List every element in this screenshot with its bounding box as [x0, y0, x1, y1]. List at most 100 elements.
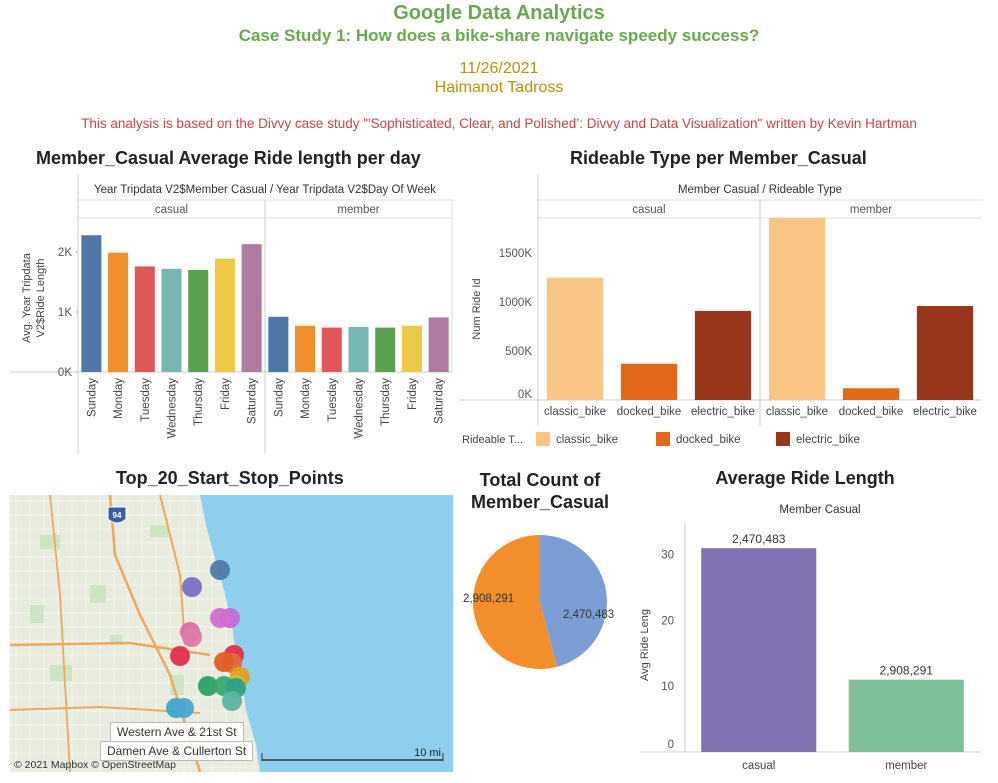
x-tick-label: Thursday — [193, 378, 205, 426]
bar-member-thursday — [375, 327, 396, 372]
legend-label-docked_bike: docked_bike — [676, 434, 741, 446]
x-tick-label: classic_bike — [544, 406, 606, 418]
x-tick-label: casual — [742, 760, 775, 772]
x-tick-label: Friday — [407, 378, 419, 410]
chart-avg-ride-length-title: Average Ride Length — [715, 468, 895, 488]
station-point — [210, 608, 230, 628]
pie-label-casual: 2,470,483 — [563, 609, 614, 621]
bar-member-electric_bike — [916, 306, 974, 400]
x-tick-label: Sunday — [86, 378, 98, 417]
map-park — [110, 635, 122, 645]
map-park — [90, 585, 106, 603]
station-point — [198, 676, 218, 696]
bar-casual-monday — [108, 252, 129, 372]
y-tick-label: 1000K — [499, 297, 533, 309]
y-tick-label: 10 — [661, 681, 674, 693]
pie-label-member: 2,908,291 — [463, 593, 514, 605]
legend-title: Rideable T... — [462, 434, 523, 446]
station-point — [174, 698, 194, 718]
map-highway — [159, 495, 186, 646]
x-tick-label: docked_bike — [617, 406, 682, 418]
bar-member-friday — [401, 325, 422, 372]
y-tick-label: 1K — [58, 307, 72, 319]
bar-casual-classic_bike — [546, 277, 604, 400]
map-water — [200, 495, 453, 772]
map-label-western: Western Ave & 21st St — [110, 722, 244, 742]
map-park — [30, 605, 44, 623]
bar-member-wednesday — [348, 327, 369, 372]
bar-casual-sunday — [81, 235, 102, 372]
y-axis-label: Num Ride Id — [471, 278, 483, 339]
interstate-number: 94 — [113, 511, 122, 520]
map-attribution: © 2021 Mapbox © OpenStreetMap — [14, 759, 176, 771]
station-point — [210, 560, 230, 580]
report-date: 11/26/2021 — [459, 60, 539, 77]
map-label-damen: Damen Ave & Cullerton St — [100, 741, 254, 761]
group-label-member: member — [850, 204, 892, 216]
y-tick-label: 500K — [505, 346, 532, 358]
x-tick-label: member — [885, 760, 927, 772]
bar-member-classic_bike — [768, 217, 826, 400]
x-tick-label: Saturday — [247, 378, 259, 424]
legend-swatch-classic_bike — [536, 432, 550, 446]
bar-casual-wednesday — [161, 268, 182, 372]
x-tick-label: Tuesday — [140, 378, 152, 422]
bar-member-monday — [295, 325, 316, 372]
chart-rideable-type: Member Casual / Rideable Type casual membe… — [460, 174, 982, 446]
map-park — [150, 525, 168, 537]
pie-slice-member — [473, 535, 557, 669]
chart-total-count-pie: 2,908,291 2,470,483 — [463, 535, 614, 669]
pie-title-line1: Total Count of — [479, 470, 601, 490]
y-tick-label: 2K — [58, 247, 72, 259]
pie-title-line2: Member_Casual — [470, 492, 610, 512]
y-tick-label: 0K — [518, 389, 532, 401]
y-tick-label: 20 — [661, 615, 674, 627]
x-tick-label: Thursday — [380, 378, 392, 426]
x-tick-label: Friday — [220, 378, 232, 410]
x-tick-label: Wednesday — [354, 378, 366, 439]
y-axis-label-1: Avg. Year Tripdata — [21, 252, 33, 343]
legend-label-classic_bike: classic_bike — [556, 434, 618, 446]
bar-casual-saturday — [241, 244, 262, 372]
group-label-member: member — [337, 204, 379, 216]
y-axis-label-2: V2$Ride Length — [35, 259, 47, 338]
map-title: Top_20_Start_Stop_Points — [116, 468, 344, 488]
map-highway — [49, 495, 71, 772]
bar-member-saturday — [428, 317, 449, 372]
dashboard-subtitle: Case Study 1: How does a bike-share navi… — [238, 26, 760, 45]
station-point — [182, 627, 202, 647]
y-tick-label: 0 — [668, 739, 674, 751]
author-name: Haimanot Tadross — [434, 79, 564, 96]
y-axis-label: Avg Ride Leng — [639, 609, 651, 681]
x-tick-label: Tuesday — [327, 378, 339, 422]
x-tick-label: electric_bike — [691, 406, 755, 418]
x-tick-label: Saturday — [434, 378, 446, 424]
y-tick-label: 30 — [661, 550, 674, 562]
pie-slice-casual — [540, 535, 607, 667]
legend-label-electric_bike: electric_bike — [796, 434, 860, 446]
station-point — [170, 646, 190, 666]
bar-member-docked_bike — [842, 388, 900, 400]
interstate-shield-icon — [107, 506, 127, 524]
station-point — [214, 652, 234, 672]
bar-member — [848, 679, 964, 752]
bar-casual-thursday — [188, 270, 209, 372]
x-tick-label: Wednesday — [167, 378, 179, 439]
start-stop-map[interactable]: 94 10 mi © 2021 Mapbox © OpenStreetMap — [10, 495, 453, 772]
bar-member-sunday — [268, 316, 289, 372]
x-tick-label: Monday — [113, 378, 125, 419]
group-label-casual: casual — [155, 204, 188, 216]
chart-header: Member Casual — [779, 504, 860, 516]
group-label-casual: casual — [632, 204, 665, 216]
x-tick-label: docked_bike — [839, 406, 904, 418]
y-tick-label: 0K — [58, 367, 72, 379]
x-tick-label: classic_bike — [766, 406, 828, 418]
source-note: This analysis is based on the Divvy case… — [81, 116, 917, 131]
bar-member-tuesday — [321, 327, 342, 372]
map-park — [50, 665, 72, 681]
chart-ride-per-day: Year Tripdata V2$Member Casual / Year Tr… — [10, 174, 453, 454]
dashboard-title: Google Data Analytics — [393, 2, 605, 24]
station-point — [182, 577, 202, 597]
data-label-casual: 2,470,483 — [732, 532, 786, 546]
bar-casual-electric_bike — [694, 310, 752, 400]
